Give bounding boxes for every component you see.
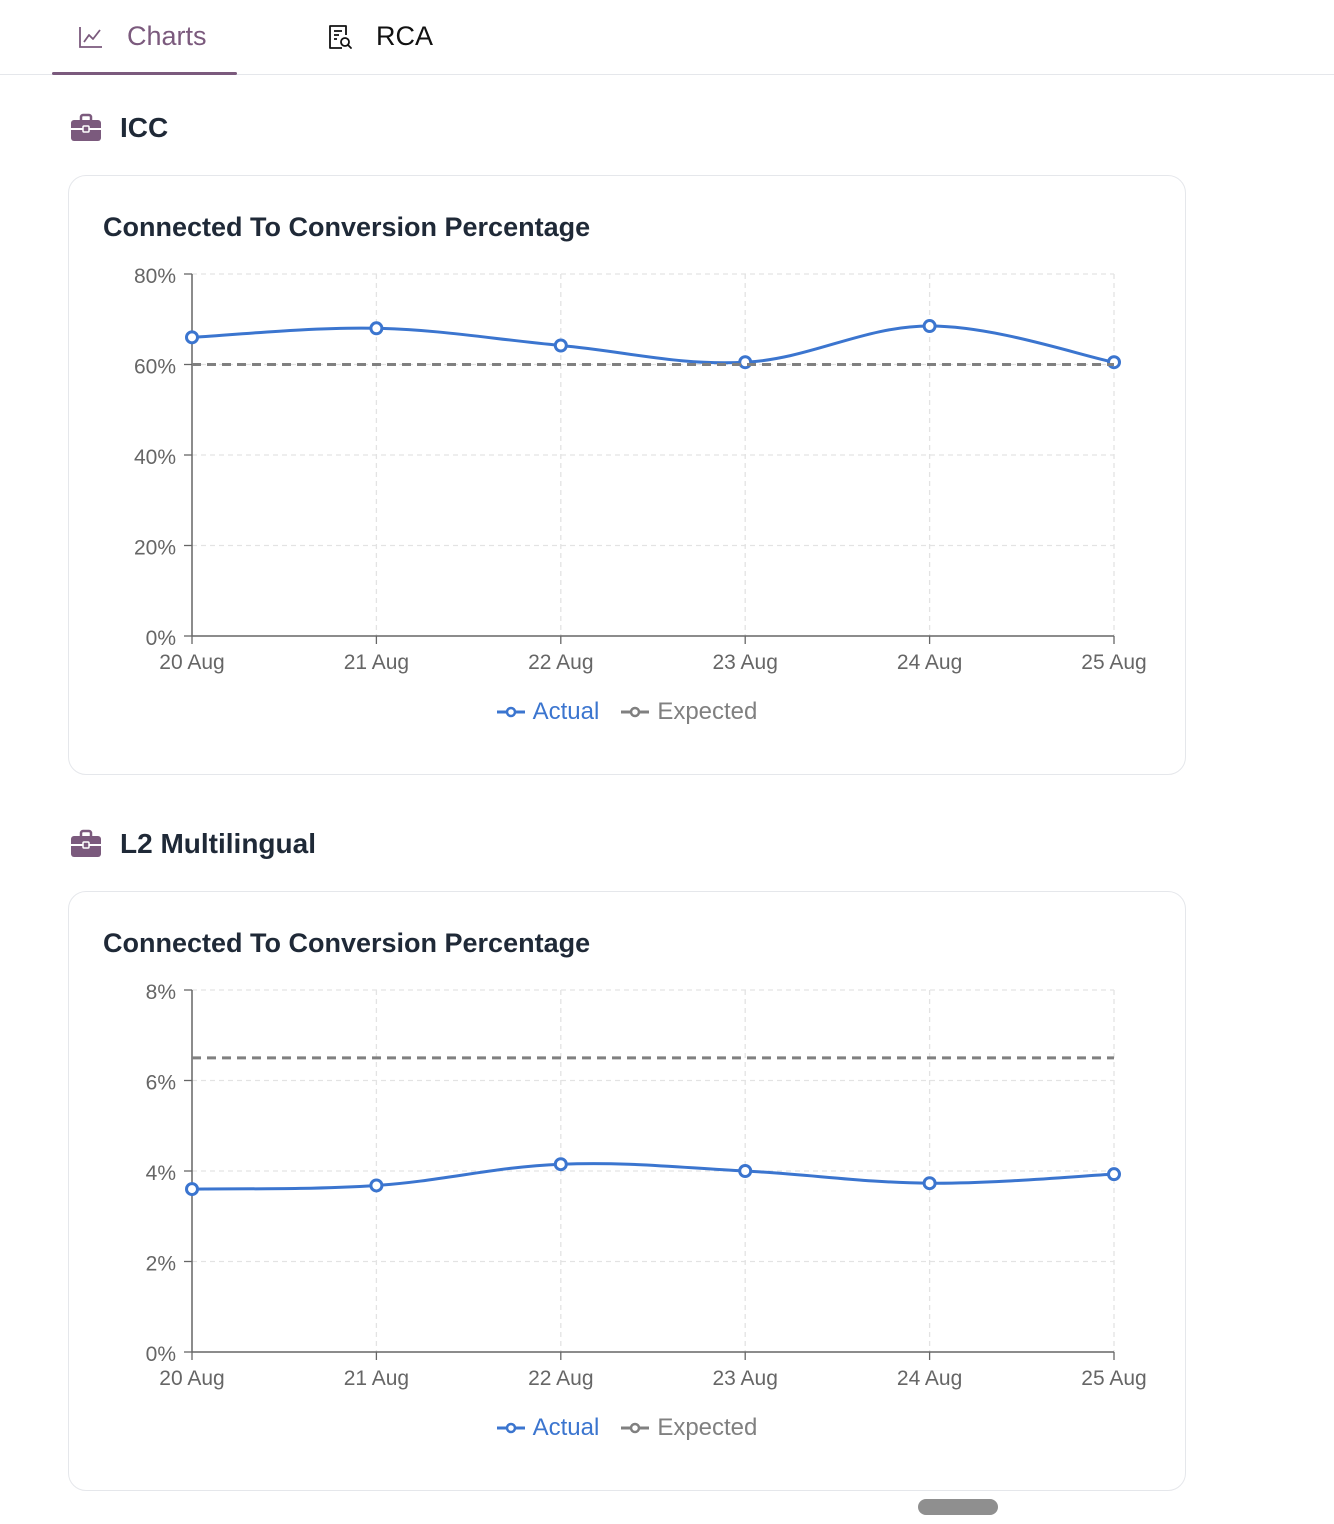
tab-charts-label: Charts (127, 21, 207, 51)
y-tick-label: 6% (146, 1072, 176, 1095)
line-chart-icon (79, 26, 102, 48)
tab-bar: Charts RCA (0, 0, 1334, 75)
y-tick-label: 8% (146, 981, 176, 1004)
data-point-actual[interactable] (185, 1182, 199, 1197)
data-point-actual[interactable] (1107, 1167, 1121, 1182)
x-tick-label: 23 Aug (712, 651, 777, 674)
data-point-actual[interactable] (553, 338, 568, 353)
tab-charts[interactable]: Charts (52, 0, 237, 75)
legend-line-marker-icon (621, 706, 650, 718)
y-tick-label: 2% (146, 1253, 176, 1276)
chart-title: Connected To Conversion Percentage (103, 212, 591, 242)
data-point-actual[interactable] (922, 1176, 937, 1191)
x-tick-label: 22 Aug (528, 651, 593, 674)
y-tick-label: 0% (146, 627, 176, 650)
x-tick-label: 21 Aug (344, 651, 409, 674)
y-tick-label: 0% (146, 1343, 176, 1366)
legend-label-expected: Expected (657, 698, 758, 725)
line-chart: 0% 20% 40% 60% 80% 20 Aug 21 Aug 22 Aug 23 Aug 24… (134, 265, 1147, 674)
y-tick-label: 4% (146, 1162, 176, 1185)
data-point-actual[interactable] (369, 1178, 384, 1193)
x-tick-label: 20 Aug (159, 1367, 224, 1390)
tab-rca-label: RCA (376, 21, 434, 51)
data-point-actual[interactable] (738, 1164, 753, 1178)
x-tick-label: 25 Aug (1081, 651, 1146, 674)
data-point-actual[interactable] (1107, 355, 1121, 370)
x-tick-label: 20 Aug (159, 651, 224, 674)
x-tick-label: 21 Aug (344, 1367, 409, 1390)
data-point-actual[interactable] (922, 319, 937, 334)
tab-rca[interactable]: RCA (326, 0, 433, 73)
y-tick-label: 80% (134, 265, 176, 288)
chart-legend: Actual Expected (69, 1414, 1185, 1442)
legend-line-marker-icon (496, 706, 525, 718)
legend-label-actual: Actual (532, 698, 600, 725)
x-tick-label: 24 Aug (897, 651, 962, 674)
legend-item-expected[interactable]: Expected (621, 698, 757, 726)
line-chart: 0% 2% 4% 6% 8% 20 Aug 21 Aug 22 Aug 23 Aug 24 Aug… (146, 981, 1147, 1390)
legend-item-actual[interactable]: Actual (496, 698, 600, 726)
section-title-text: L2 Multilingual (120, 828, 316, 859)
chart-title: Connected To Conversion Percentage (103, 928, 591, 958)
legend-label-expected: Expected (657, 1414, 758, 1441)
briefcase-icon (71, 829, 101, 857)
section-title-icc: ICC (70, 112, 168, 144)
legend-item-expected[interactable]: Expected (621, 1414, 757, 1442)
horizontal-scrollbar-thumb[interactable] (918, 1499, 998, 1515)
series-line-actual (191, 1162, 1115, 1191)
x-tick-label: 23 Aug (712, 1367, 777, 1390)
data-point-actual[interactable] (553, 1157, 568, 1172)
data-point-actual[interactable] (738, 355, 753, 370)
x-tick-label: 24 Aug (897, 1367, 962, 1390)
x-tick-label: 22 Aug (528, 1367, 593, 1390)
chart-legend: Actual Expected (69, 698, 1185, 726)
chart-card: Connected To Conversion Percentage 0% 20%… (68, 175, 1186, 775)
data-point-actual[interactable] (185, 330, 199, 345)
y-tick-label: 60% (134, 356, 176, 379)
y-tick-label: 40% (134, 446, 176, 469)
section-title-l2-multilingual: L2 Multilingual (70, 828, 316, 860)
briefcase-icon (71, 113, 101, 141)
legend-line-marker-icon (496, 1422, 525, 1434)
chart-card: Connected To Conversion Percentage 0% 2% 4… (68, 891, 1186, 1491)
report-search-icon (329, 24, 352, 49)
series-line-actual (191, 324, 1115, 365)
x-tick-label: 25 Aug (1081, 1367, 1146, 1390)
legend-label-actual: Actual (532, 1414, 600, 1441)
y-tick-label: 20% (134, 537, 176, 560)
data-point-actual[interactable] (369, 321, 384, 336)
legend-line-marker-icon (621, 1422, 650, 1434)
legend-item-actual[interactable]: Actual (496, 1414, 600, 1442)
section-title-text: ICC (120, 112, 169, 143)
